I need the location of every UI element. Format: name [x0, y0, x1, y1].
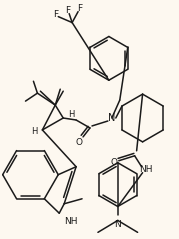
Text: F: F: [53, 10, 58, 19]
Text: F: F: [66, 6, 71, 15]
Text: NH: NH: [64, 217, 78, 226]
Text: F: F: [78, 4, 83, 13]
Text: N: N: [114, 220, 121, 229]
Text: O: O: [110, 158, 117, 167]
Text: H: H: [31, 127, 38, 136]
Text: H: H: [68, 109, 74, 119]
Text: NH: NH: [139, 165, 152, 174]
Text: O: O: [76, 138, 83, 147]
Text: N: N: [108, 113, 115, 123]
